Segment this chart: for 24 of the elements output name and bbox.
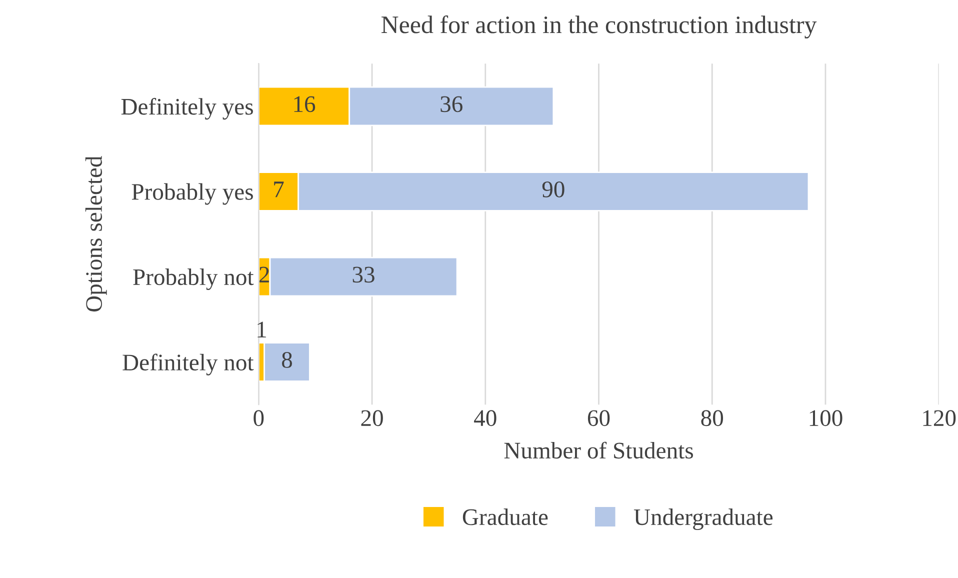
x-axis-title: Number of Students [504, 442, 693, 459]
x-tick-label: 20 [361, 410, 383, 426]
x-tick-label: 60 [588, 410, 610, 426]
data-label: 16 [294, 96, 316, 112]
data-label: 7 [274, 182, 284, 198]
data-label: 8 [282, 352, 292, 368]
data-label: 33 [352, 266, 374, 283]
chart-title: Need for action in the construction industry [381, 15, 817, 38]
legend-label: Graduate [462, 508, 548, 526]
data-label: 36 [440, 96, 462, 112]
y-tick-label: Definitely yes [121, 98, 253, 120]
x-tick-label: 0 [254, 410, 264, 426]
y-tick-label: Probably yes [132, 183, 253, 205]
legend-label: Undergraduate [634, 508, 773, 530]
y-tick-label: Definitely not [122, 354, 254, 376]
x-tick-label: 80 [701, 410, 724, 426]
x-tick-label: 100 [810, 410, 842, 426]
y-axis-title: Options selected [85, 156, 107, 312]
x-tick-label: 40 [474, 410, 496, 426]
data-label: 90 [542, 181, 564, 198]
x-tick-label: 120 [923, 410, 956, 426]
data-label: 1 [258, 322, 266, 338]
data-label: 2 [259, 266, 269, 282]
y-tick-label: Probably not [133, 268, 254, 290]
